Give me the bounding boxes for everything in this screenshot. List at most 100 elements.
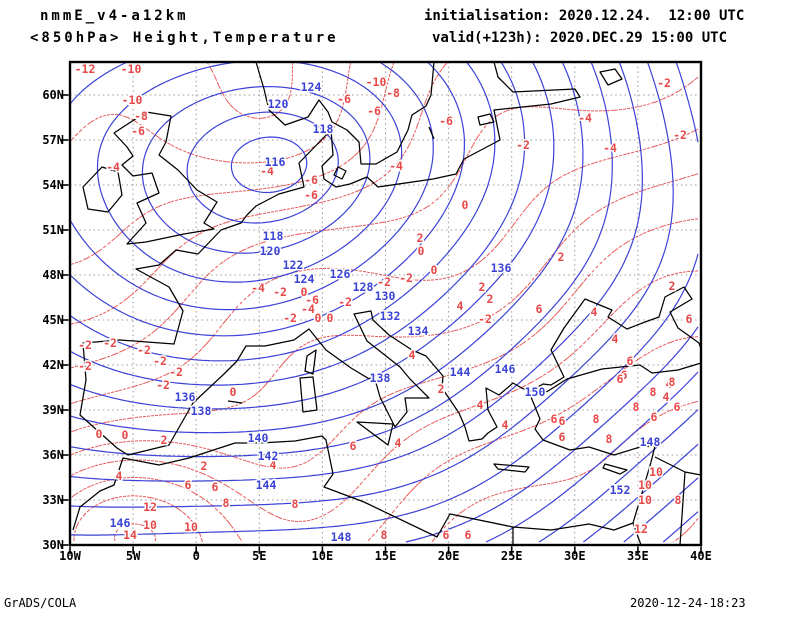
weather-map-canvas: -12 -10-10-10-8-8-6-6-6-6-6-6-6-4 -4-4-4-4…	[61, 60, 703, 554]
height-contour-line	[69, 61, 496, 362]
height-contour-line	[405, 326, 699, 543]
temperature-contour-line	[73, 400, 699, 543]
temp-contour-label: 4	[477, 398, 484, 412]
temp-contour-label: 10	[638, 493, 652, 507]
coastline-path	[227, 400, 243, 404]
lat-axis-label: 33N	[42, 493, 64, 507]
lon-axis-label: 5E	[252, 549, 267, 563]
temp-contour-label: -2	[78, 359, 92, 373]
init-time-text: initialisation: 2020.12.24. 12:00 UTC	[424, 8, 745, 24]
height-contour-line	[69, 61, 643, 482]
temperature-contour-line	[69, 61, 352, 164]
height-contour-label: 152	[610, 483, 631, 497]
temp-contour-label: 6	[536, 302, 543, 316]
temp-contour-label: 4	[116, 469, 123, 483]
temp-contour-label: -4	[106, 160, 120, 174]
temp-contour-label: -6	[305, 293, 319, 307]
temp-contour-label: -10	[366, 75, 387, 89]
lon-axis-label: 0	[192, 549, 200, 563]
temp-contour-label: 6	[674, 400, 681, 414]
temp-contour-label: -10	[121, 62, 142, 76]
height-contour-label: 138	[191, 404, 212, 418]
temp-contour-label: 6	[465, 528, 472, 542]
temp-contour-label: -4	[603, 141, 617, 155]
height-contour-label: 122	[283, 258, 304, 272]
temp-contour-label: 4	[270, 458, 277, 472]
height-contour-line	[141, 86, 371, 254]
temp-contour-label: -4	[389, 159, 403, 173]
height-contour-line	[69, 61, 674, 508]
height-contour-label: 124	[301, 80, 322, 94]
temp-contour-label: 4	[457, 299, 464, 313]
temp-contour-label: 4	[502, 418, 509, 432]
coastline-path	[82, 166, 123, 213]
height-contour-label: 134	[408, 324, 429, 338]
lon-axis-label: 35E	[627, 549, 649, 563]
height-contour-label: 148	[640, 435, 661, 449]
height-contour-line	[186, 111, 339, 224]
coastline-path	[79, 61, 581, 456]
temp-contour-label: 0	[327, 311, 334, 325]
height-contour-label: 118	[313, 122, 334, 136]
temp-contour-label: 2	[161, 433, 168, 447]
lon-axis-label: 10E	[311, 549, 334, 563]
temp-contour-label: 8	[633, 400, 640, 414]
height-contour-label: 130	[375, 289, 396, 303]
temp-contour-label: 4	[395, 436, 402, 450]
temp-contour-label: 6	[551, 412, 558, 426]
height-contour-label: 120	[268, 97, 289, 111]
lat-axis-label: 60N	[42, 88, 64, 102]
lat-axis-label: 51N	[42, 223, 64, 237]
height-contour-label: 148	[331, 530, 352, 544]
coastline-path	[113, 111, 218, 245]
valid-time-text: valid(+123h): 2020.DEC.29 15:00 UTC	[432, 30, 728, 46]
temp-contour-label: -2	[516, 138, 530, 152]
temp-contour-label: -8	[134, 109, 148, 123]
coastline-path	[304, 349, 317, 375]
temp-contour-label: 6	[621, 368, 628, 382]
temp-contour-label: 10	[649, 465, 663, 479]
coastline-path	[356, 421, 394, 446]
temperature-contour-line	[69, 270, 699, 522]
height-contour-label: 138	[370, 371, 391, 385]
temp-contour-label: -2	[273, 285, 287, 299]
temp-contour-label: 6	[559, 430, 566, 444]
height-contour-label: 142	[258, 449, 279, 463]
height-contour-label: 118	[263, 229, 284, 243]
lon-axis-label: 10W	[59, 549, 81, 563]
map-plot-area: -12 -10 -10 -10 -8 -8 -6 -6 -6 -6 -6 -6 -6 -4 -4 -4 -4 -4…	[61, 60, 703, 554]
temp-contour-label: 6	[617, 372, 624, 386]
lat-axis-label: 39N	[42, 403, 64, 417]
temp-contour-label: 8	[223, 496, 230, 510]
coastline-path	[299, 376, 318, 413]
temp-contour-label: -6	[304, 173, 318, 187]
height-contour-line	[69, 61, 584, 434]
temp-contour-label: -4	[301, 302, 315, 316]
temp-contour-label: -6	[367, 104, 381, 118]
coastline-path	[632, 522, 642, 546]
temp-contour-label: 12	[634, 522, 648, 536]
lat-axis-label: 45N	[42, 313, 64, 327]
height-contour-line	[69, 61, 613, 458]
temp-contour-label: 0	[230, 385, 237, 399]
temp-contour-label: 2	[669, 279, 676, 293]
temp-contour-label: -2	[399, 271, 413, 285]
temp-contour-label: 8	[606, 432, 613, 446]
temp-contour-label: 0	[431, 263, 438, 277]
map-frame	[68, 60, 703, 547]
lon-axis-label: 5W	[125, 549, 141, 563]
grads-credit-text: GrADS/COLA	[4, 596, 77, 610]
height-contour-label: 124	[294, 272, 315, 286]
height-contour-label: 146	[495, 362, 516, 376]
temp-contour-label: 6	[212, 480, 219, 494]
plot-timestamp-text: 2020-12-24-18:23	[630, 596, 746, 610]
height-contour-line	[70, 61, 699, 536]
coastline-path	[333, 166, 347, 180]
lat-axis-label: 57N	[42, 133, 64, 147]
temp-contour-label: -4	[251, 281, 265, 295]
coastline-path	[477, 113, 495, 126]
temp-contour-label: 6	[651, 410, 658, 424]
temp-contour-label: 10	[143, 518, 157, 532]
lat-axis-label: 54N	[42, 178, 64, 192]
